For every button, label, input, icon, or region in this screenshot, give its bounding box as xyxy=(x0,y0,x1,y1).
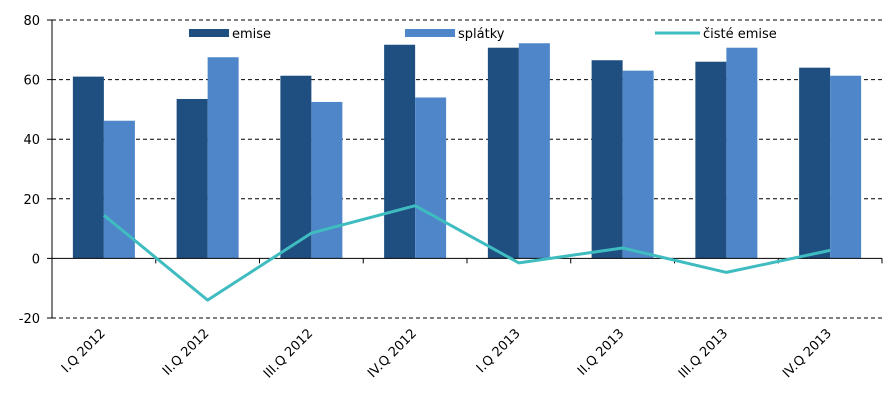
bar-emise xyxy=(487,47,519,259)
bar-emise xyxy=(280,75,312,259)
x-tick-label: III.Q 2013 xyxy=(676,326,731,381)
x-tick-label: I.Q 2013 xyxy=(474,326,524,376)
y-tick-label: 40 xyxy=(23,133,40,148)
bars xyxy=(72,43,862,259)
x-tick-label: III.Q 2012 xyxy=(261,326,316,381)
legend-label-splatky: splátky xyxy=(458,27,505,42)
bar-splatky xyxy=(726,47,758,259)
legend-label-emise: emise xyxy=(232,27,271,42)
legend-label-ciste-emise: čisté emise xyxy=(703,27,777,42)
x-tick-label: IV.Q 2013 xyxy=(780,326,835,381)
bar-emise xyxy=(591,60,623,259)
x-tick-label: I.Q 2012 xyxy=(59,326,109,376)
y-tick-labels: -20 0 20 40 60 80 xyxy=(19,14,40,327)
bar-splatky xyxy=(415,97,447,259)
bar-splatky xyxy=(830,75,862,259)
x-tick-labels: I.Q 2012 II.Q 2012 III.Q 2012 IV.Q 2012 I.Q … xyxy=(59,326,835,381)
legend-swatch-emise xyxy=(189,29,229,37)
y-tick-label: 80 xyxy=(23,14,40,29)
axes xyxy=(47,19,883,319)
legend-swatch-splatky xyxy=(405,29,455,37)
x-tick-label: IV.Q 2012 xyxy=(365,326,420,381)
ciste-emise-line xyxy=(102,204,831,302)
legend: emise splátky čisté emise xyxy=(189,27,777,42)
bar-splatky xyxy=(311,101,343,259)
y-tick-label: 60 xyxy=(23,74,40,89)
x-tick-label: II.Q 2012 xyxy=(160,326,213,379)
bar-emise xyxy=(799,67,831,259)
bar-emise xyxy=(176,98,208,259)
bar-emise xyxy=(72,76,104,259)
y-tick-label: -20 xyxy=(19,312,40,327)
gridlines xyxy=(52,19,882,319)
net-issuance-line xyxy=(102,204,831,302)
x-tick-label: II.Q 2013 xyxy=(575,326,628,379)
bar-emise xyxy=(384,44,416,259)
y-tick-label: 0 xyxy=(32,252,40,267)
bar-splatky xyxy=(518,43,550,259)
y-tick-label: 20 xyxy=(23,193,40,208)
bar-emise xyxy=(695,61,727,259)
bar-splatky xyxy=(207,57,239,259)
bar-splatky xyxy=(622,70,654,259)
